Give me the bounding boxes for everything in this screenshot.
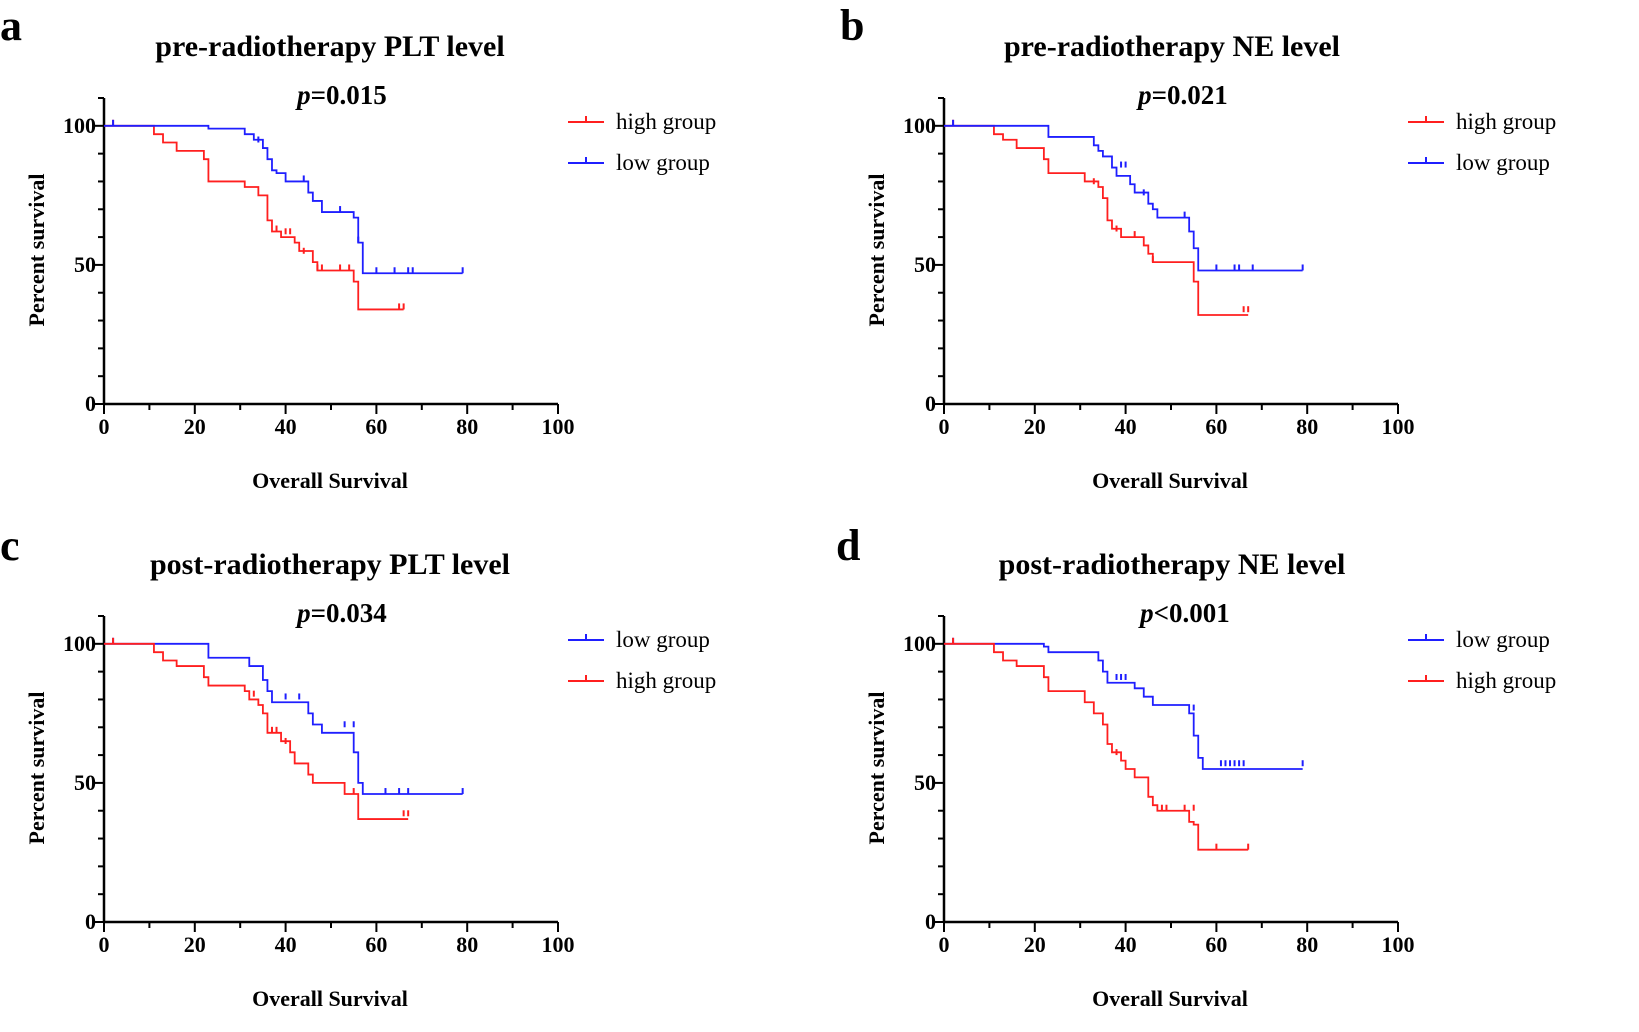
- panel-b: b pre-radiotherapy NE level p=0.021 Over…: [840, 0, 1639, 500]
- x-tick-label: 40: [275, 932, 297, 957]
- legend-label-low-group: low group: [616, 150, 710, 175]
- x-tick-label: 20: [184, 414, 206, 439]
- x-tick-label: 60: [365, 414, 387, 439]
- y-axis-label: Percent survival: [864, 174, 889, 327]
- legend: high group low group: [1408, 109, 1556, 175]
- curve-high-group: [104, 642, 409, 820]
- x-tick-label: 80: [1296, 932, 1318, 957]
- curve-low-group: [104, 642, 463, 795]
- p-symbol: p: [1138, 598, 1154, 628]
- x-tick-label: 100: [542, 414, 575, 439]
- p-value: p=0.034: [295, 598, 387, 628]
- chart-title: pre-radiotherapy PLT level: [155, 30, 504, 63]
- curve-low-group: [944, 642, 1303, 770]
- p-text: =0.034: [311, 598, 387, 628]
- legend: high group low group: [568, 109, 716, 175]
- x-tick-label: 20: [1024, 414, 1046, 439]
- y-tick-label: 50: [914, 770, 936, 795]
- x-tick-label: 0: [99, 414, 110, 439]
- x-tick-label: 60: [365, 932, 387, 957]
- legend-label-low-group: low group: [1456, 150, 1550, 175]
- curve-high-group: [944, 124, 1249, 316]
- p-value: p=0.021: [1136, 80, 1228, 110]
- x-axis-label: Overall Survival: [1092, 468, 1248, 493]
- x-tick-label: 60: [1205, 932, 1227, 957]
- legend: low group high group: [568, 627, 716, 693]
- p-text: =0.021: [1152, 80, 1228, 110]
- y-axis-label: Percent survival: [864, 692, 889, 845]
- x-tick-label: 80: [1296, 414, 1318, 439]
- y-tick-label: 50: [914, 252, 936, 277]
- legend-label-high-group: high group: [1456, 668, 1556, 693]
- panel-letter: a: [0, 1, 22, 50]
- x-tick-label: 20: [1024, 932, 1046, 957]
- y-tick-label: 0: [925, 909, 936, 934]
- legend-label-low-group: low group: [616, 627, 710, 652]
- y-axis-label: Percent survival: [24, 174, 49, 327]
- p-value: p=0.015: [295, 80, 387, 110]
- y-tick-label: 50: [74, 252, 96, 277]
- x-tick-label: 40: [275, 414, 297, 439]
- chart-c: c post-radiotherapy PLT level p=0.034 Ov…: [0, 521, 716, 1011]
- y-tick-label: 0: [925, 391, 936, 416]
- x-tick-label: 40: [1115, 932, 1137, 957]
- panel-letter: d: [836, 521, 860, 570]
- chart-d: d post-radiotherapy NE level p<0.001 Ove…: [836, 521, 1556, 1011]
- x-tick-label: 100: [1382, 414, 1415, 439]
- plot-area: 0 20 40 60 80 100 0 50 100: [63, 97, 575, 439]
- p-text: <0.001: [1154, 598, 1230, 628]
- chart-title: post-radiotherapy NE level: [999, 548, 1346, 581]
- x-tick-label: 60: [1205, 414, 1227, 439]
- x-tick-label: 100: [542, 932, 575, 957]
- legend-label-low-group: low group: [1456, 627, 1550, 652]
- legend-label-high-group: high group: [616, 668, 716, 693]
- panel-c: c post-radiotherapy PLT level p=0.034 Ov…: [0, 518, 800, 1018]
- x-tick-label: 0: [939, 414, 950, 439]
- plot-area: 0 20 40 60 80 100 0 50 100: [903, 615, 1415, 957]
- legend: low group high group: [1408, 627, 1556, 693]
- panel-d: d post-radiotherapy NE level p<0.001 Ove…: [836, 518, 1639, 1018]
- y-axis-label: Percent survival: [24, 692, 49, 845]
- curve-high-group: [944, 642, 1249, 851]
- plot-area: 0 20 40 60 80 100 0 50 100: [903, 97, 1415, 439]
- p-text: =0.015: [311, 80, 387, 110]
- curve-low-group: [944, 124, 1303, 272]
- p-symbol: p: [295, 598, 311, 628]
- legend-label-high-group: high group: [1456, 109, 1556, 134]
- curve-low-group: [104, 124, 463, 275]
- x-tick-label: 0: [939, 932, 950, 957]
- x-tick-label: 40: [1115, 414, 1137, 439]
- plot-area: 0 20 40 60 80 100 0 50 100: [63, 615, 575, 957]
- x-tick-label: 100: [1382, 932, 1415, 957]
- p-symbol: p: [1136, 80, 1152, 110]
- legend-label-high-group: high group: [616, 109, 716, 134]
- x-tick-label: 20: [184, 932, 206, 957]
- panel-a: a pre-radiotherapy PLT level p=0.015 Ove…: [0, 0, 800, 500]
- chart-title: pre-radiotherapy NE level: [1004, 30, 1340, 63]
- y-tick-label: 0: [85, 909, 96, 934]
- x-tick-label: 80: [456, 414, 478, 439]
- chart-title: post-radiotherapy PLT level: [150, 548, 510, 581]
- chart-a: a pre-radiotherapy PLT level p=0.015 Ove…: [0, 1, 716, 493]
- x-tick-label: 0: [99, 932, 110, 957]
- y-tick-label: 100: [903, 631, 936, 656]
- panel-letter: c: [0, 521, 20, 570]
- panel-letter: b: [840, 1, 864, 50]
- x-axis-label: Overall Survival: [252, 986, 408, 1011]
- x-tick-label: 80: [456, 932, 478, 957]
- y-tick-label: 50: [74, 770, 96, 795]
- chart-b: b pre-radiotherapy NE level p=0.021 Over…: [840, 1, 1556, 493]
- y-tick-label: 100: [63, 631, 96, 656]
- y-tick-label: 100: [63, 113, 96, 138]
- x-axis-label: Overall Survival: [252, 468, 408, 493]
- y-tick-label: 0: [85, 391, 96, 416]
- y-tick-label: 100: [903, 113, 936, 138]
- x-axis-label: Overall Survival: [1092, 986, 1248, 1011]
- p-value: p<0.001: [1138, 598, 1230, 628]
- p-symbol: p: [295, 80, 311, 110]
